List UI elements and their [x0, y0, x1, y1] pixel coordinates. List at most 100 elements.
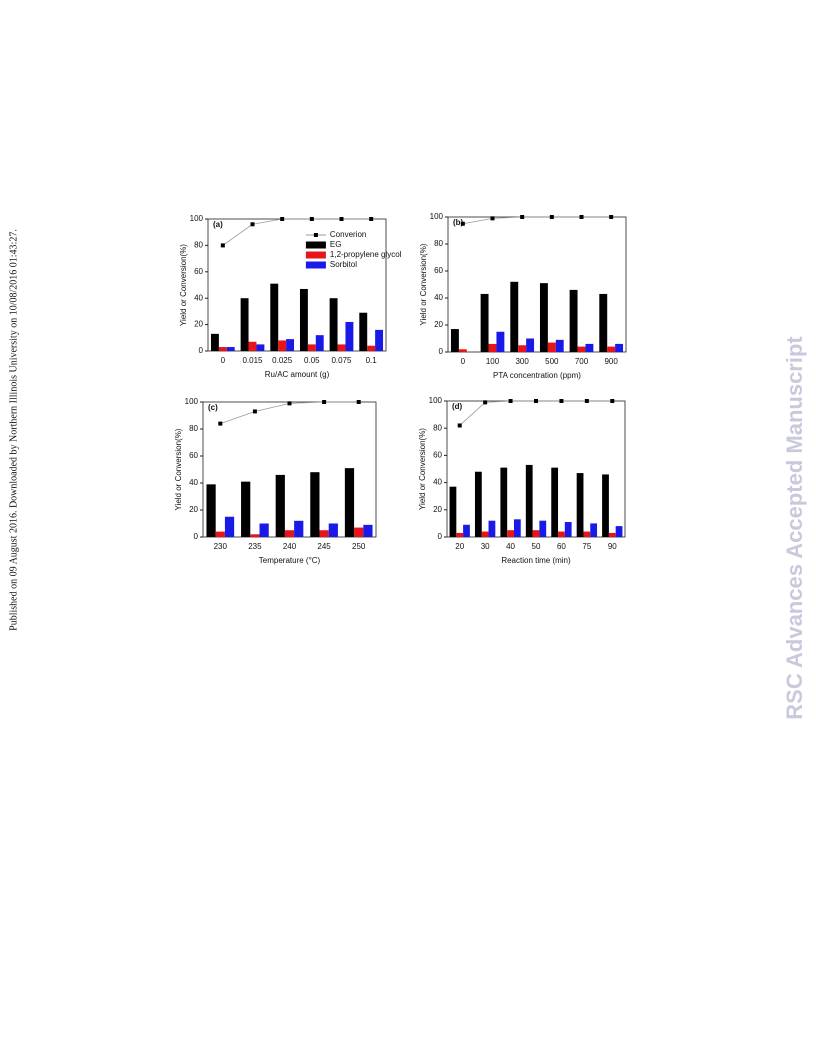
- conversion-marker: [280, 217, 285, 221]
- bar: [577, 346, 586, 352]
- chart-panel: 0 20 40 60 80 100 20 30 40 50 60 75 90 Reaction time …: [418, 396, 626, 565]
- bar: [615, 526, 623, 537]
- conversion-marker: [490, 216, 495, 221]
- x-axis-label: Reaction time (min): [501, 556, 571, 565]
- bar: [224, 516, 235, 537]
- x-tick-label: 0.1: [366, 356, 378, 365]
- bar: [315, 335, 324, 351]
- chart-panel: 0 20 40 60 80 100 0 0.015 0.025 0.05 0.075 0.1 Ru/AC…: [179, 214, 402, 379]
- x-axis-label: Temperature (°C): [259, 556, 321, 565]
- x-tick-label: 245: [317, 542, 331, 551]
- x-tick-label: 235: [248, 542, 262, 551]
- y-tick-label: 60: [194, 267, 203, 276]
- bar: [547, 342, 556, 352]
- bar: [615, 343, 624, 352]
- bar: [510, 281, 519, 352]
- bar: [602, 474, 609, 537]
- bar: [608, 532, 616, 537]
- bar: [555, 339, 564, 352]
- y-axis-label: Yield or Conversion(%): [174, 428, 183, 510]
- bar: [259, 523, 269, 537]
- y-tick-label: 40: [194, 293, 203, 302]
- conversion-marker: [339, 217, 344, 221]
- side-note: Published on 09 August 2016. Downloaded …: [8, 229, 19, 631]
- bar: [513, 519, 521, 537]
- bar: [456, 532, 464, 537]
- bar: [275, 474, 285, 537]
- bar: [525, 464, 533, 537]
- bar: [481, 531, 489, 537]
- bar: [307, 344, 316, 351]
- bar: [507, 530, 514, 537]
- conversion-marker: [356, 400, 361, 404]
- bar: [210, 333, 219, 351]
- y-tick-label: 100: [190, 214, 204, 223]
- bar: [496, 331, 505, 352]
- bar: [558, 531, 565, 537]
- bar: [319, 530, 329, 537]
- bar: [518, 345, 527, 352]
- bar: [526, 338, 535, 352]
- legend-swatch: [305, 251, 326, 259]
- conversion-marker: [250, 222, 255, 227]
- y-tick-label: 20: [189, 505, 198, 514]
- conversion-marker: [218, 421, 223, 426]
- y-tick-label: 80: [433, 423, 442, 432]
- bar: [500, 467, 508, 537]
- panel-label: (a): [213, 220, 223, 229]
- bar: [474, 471, 482, 537]
- chart-panel: 0 20 40 60 80 100 0 100 300 500 700 900 PTA concentr…: [419, 212, 627, 380]
- bar: [583, 531, 591, 537]
- x-tick-label: 75: [582, 542, 591, 551]
- bar: [250, 534, 260, 537]
- legend-marker: [313, 233, 318, 237]
- x-tick-label: 0.075: [331, 356, 352, 365]
- x-tick-label: 900: [604, 357, 618, 366]
- x-tick-label: 40: [506, 542, 515, 551]
- bar: [607, 346, 616, 352]
- y-tick-label: 0: [194, 532, 199, 541]
- x-tick-label: 90: [608, 542, 617, 551]
- bar: [551, 467, 559, 537]
- conversion-marker: [559, 399, 564, 403]
- bar: [463, 524, 470, 537]
- x-tick-label: 50: [532, 542, 541, 551]
- y-tick-label: 60: [434, 266, 443, 275]
- y-tick-label: 20: [433, 505, 442, 514]
- bar: [564, 522, 572, 537]
- y-axis-label: Yield or Conversion(%): [418, 428, 427, 510]
- bar: [286, 339, 295, 351]
- conversion-line: [462, 216, 612, 225]
- bar: [329, 298, 338, 351]
- y-tick-label: 100: [185, 397, 199, 406]
- plot-frame: [446, 400, 626, 538]
- conversion-marker: [534, 399, 538, 403]
- bar: [240, 298, 249, 351]
- conversion-marker: [483, 400, 488, 405]
- legend-swatch: [305, 241, 326, 249]
- y-tick-label: 80: [189, 424, 198, 433]
- bar: [294, 520, 304, 537]
- bar: [359, 312, 368, 351]
- y-tick-label: 80: [194, 241, 203, 250]
- conversion-marker: [549, 215, 554, 219]
- bar: [585, 343, 594, 352]
- y-tick-label: 20: [194, 320, 203, 329]
- conversion-marker: [457, 423, 462, 428]
- legend-label: Sorbitol: [330, 260, 357, 269]
- bar: [284, 530, 295, 537]
- bar: [226, 347, 235, 351]
- bar: [539, 520, 547, 537]
- watermark: RSC Advances Accepted Manuscript: [782, 336, 807, 720]
- x-tick-label: 0.05: [304, 356, 320, 365]
- bar: [367, 345, 376, 351]
- bar: [375, 329, 384, 351]
- y-tick-label: 0: [438, 532, 443, 541]
- bar: [241, 481, 251, 537]
- y-tick-label: 100: [430, 212, 444, 221]
- conversion-marker: [309, 217, 314, 221]
- bar: [458, 349, 467, 352]
- y-tick-label: 100: [429, 396, 443, 405]
- bar: [480, 293, 489, 352]
